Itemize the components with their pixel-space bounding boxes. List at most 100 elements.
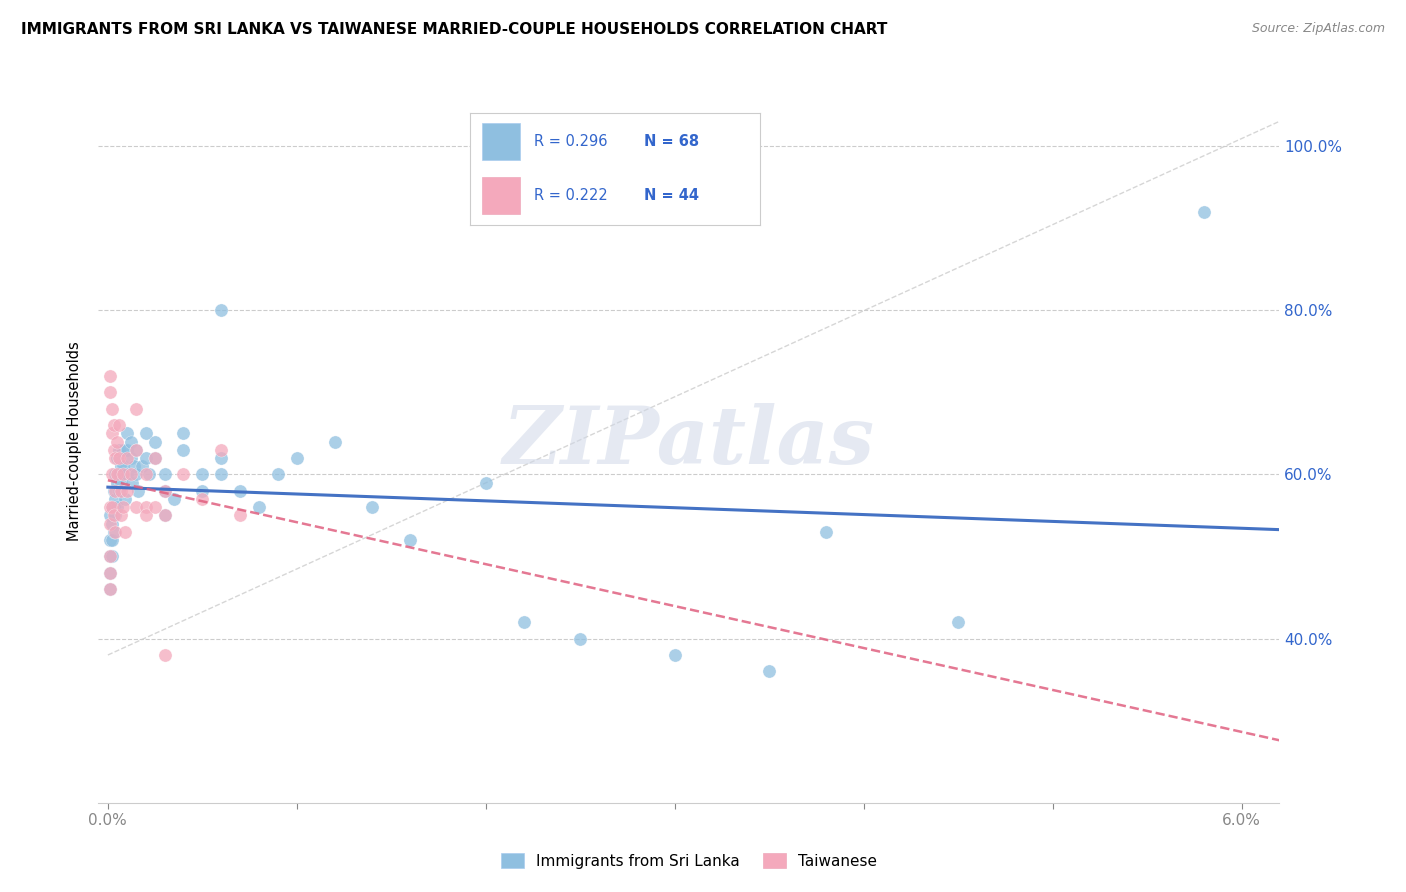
Point xyxy=(664,648,686,662)
Point xyxy=(191,491,214,506)
Point xyxy=(108,418,131,433)
Point xyxy=(120,450,142,465)
Point xyxy=(115,467,138,482)
Point xyxy=(103,524,125,539)
Point xyxy=(191,483,214,498)
Point xyxy=(247,500,270,515)
Legend: Immigrants from Sri Lanka, Taiwanese: Immigrants from Sri Lanka, Taiwanese xyxy=(495,847,883,875)
Point xyxy=(209,303,232,318)
Point xyxy=(115,483,138,498)
Point xyxy=(1192,204,1215,219)
Point xyxy=(163,491,186,506)
Point xyxy=(758,665,780,679)
Point xyxy=(103,500,125,515)
Point xyxy=(100,401,122,416)
Point xyxy=(125,500,148,515)
Point xyxy=(138,467,160,482)
Text: Source: ZipAtlas.com: Source: ZipAtlas.com xyxy=(1251,22,1385,36)
Point xyxy=(103,508,125,523)
Point xyxy=(209,467,232,482)
Point xyxy=(110,508,132,523)
Point xyxy=(135,450,157,465)
Point xyxy=(100,533,122,547)
Point xyxy=(229,483,252,498)
Point xyxy=(103,418,125,433)
Point xyxy=(172,426,194,441)
Point xyxy=(98,566,121,580)
Point xyxy=(103,442,125,457)
Point xyxy=(153,483,176,498)
Point xyxy=(111,467,134,482)
Point xyxy=(229,508,252,523)
Point xyxy=(104,483,127,498)
Point xyxy=(209,450,232,465)
Point xyxy=(98,516,121,531)
Point xyxy=(98,549,121,564)
Point xyxy=(104,467,127,482)
Point xyxy=(108,450,131,465)
Point xyxy=(100,500,122,515)
Point xyxy=(125,467,148,482)
Point xyxy=(104,508,127,523)
Point xyxy=(100,426,122,441)
Point xyxy=(569,632,592,646)
Point xyxy=(131,459,153,474)
Text: IMMIGRANTS FROM SRI LANKA VS TAIWANESE MARRIED-COUPLE HOUSEHOLDS CORRELATION CHA: IMMIGRANTS FROM SRI LANKA VS TAIWANESE M… xyxy=(21,22,887,37)
Point xyxy=(153,508,176,523)
Point xyxy=(98,549,121,564)
Point xyxy=(475,475,498,490)
Point xyxy=(143,450,166,465)
Point xyxy=(814,524,837,539)
Point xyxy=(143,434,166,449)
Point xyxy=(110,459,132,474)
Point xyxy=(135,467,157,482)
Point xyxy=(108,483,131,498)
Point xyxy=(105,500,128,515)
Point xyxy=(153,648,176,662)
Point xyxy=(172,467,194,482)
Point xyxy=(115,442,138,457)
Point xyxy=(135,426,157,441)
Point xyxy=(153,483,176,498)
Point xyxy=(98,582,121,597)
Point xyxy=(110,483,132,498)
Point xyxy=(111,500,134,515)
Point xyxy=(104,450,127,465)
Point xyxy=(323,434,346,449)
Point xyxy=(115,426,138,441)
Point xyxy=(105,467,128,482)
Point xyxy=(103,483,125,498)
Point xyxy=(104,491,127,506)
Point xyxy=(191,467,214,482)
Point xyxy=(143,500,166,515)
Point xyxy=(100,549,122,564)
Point xyxy=(120,467,142,482)
Point xyxy=(125,442,148,457)
Point xyxy=(399,533,422,547)
Point xyxy=(209,442,232,457)
Point xyxy=(105,434,128,449)
Point xyxy=(100,467,122,482)
Point xyxy=(111,442,134,457)
Point xyxy=(111,459,134,474)
Point xyxy=(135,508,157,523)
Point xyxy=(98,500,121,515)
Point xyxy=(285,450,308,465)
Point xyxy=(512,615,534,630)
Y-axis label: Married-couple Households: Married-couple Households xyxy=(67,342,83,541)
Point xyxy=(125,442,148,457)
Point xyxy=(114,524,136,539)
Point xyxy=(120,434,142,449)
Point xyxy=(115,450,138,465)
Point xyxy=(105,475,128,490)
Point xyxy=(172,442,194,457)
Point xyxy=(153,508,176,523)
Point xyxy=(361,500,384,515)
Point xyxy=(98,368,121,383)
Point xyxy=(98,582,121,597)
Point xyxy=(135,500,157,515)
Point xyxy=(98,508,121,523)
Point xyxy=(125,401,148,416)
Point xyxy=(110,475,132,490)
Point xyxy=(98,385,121,400)
